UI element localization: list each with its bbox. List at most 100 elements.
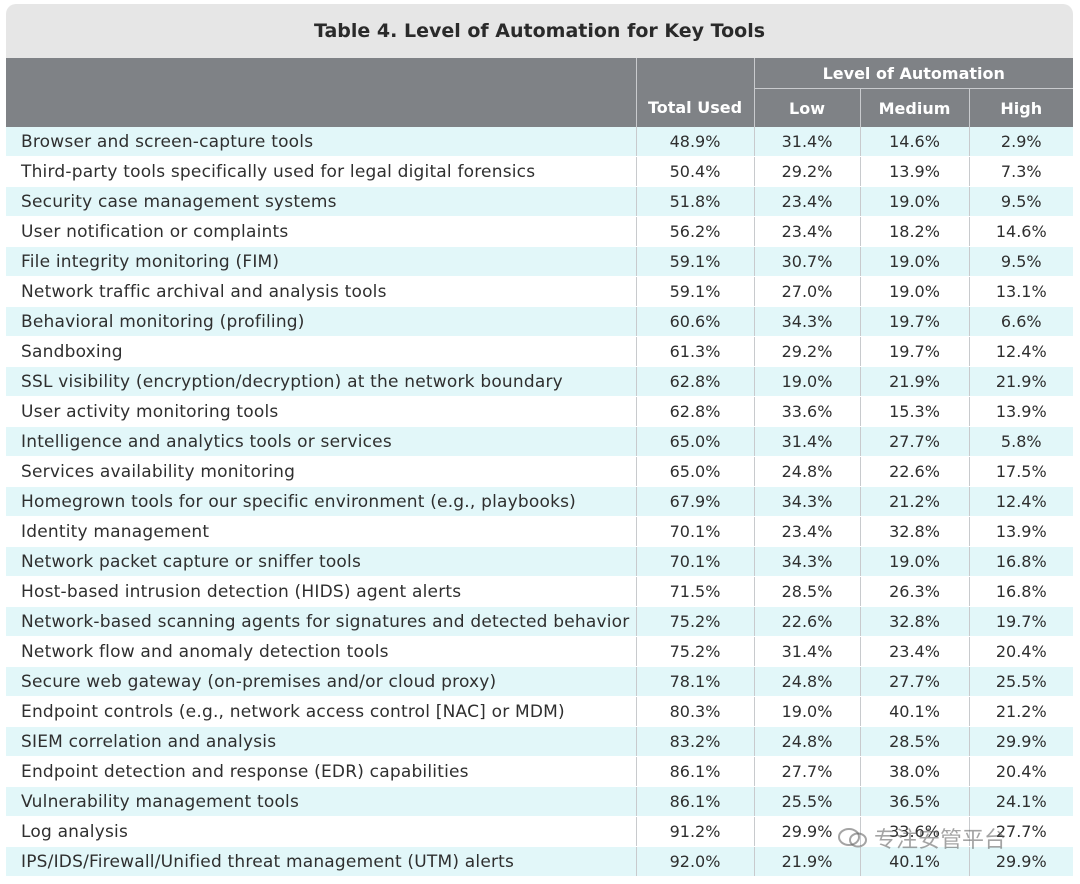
tool-name-cell: Network traffic archival and analysis to… bbox=[6, 276, 636, 307]
medium-cell: 21.2% bbox=[859, 486, 969, 517]
watermark-text: 专注安管平台 bbox=[874, 828, 1007, 853]
medium-cell: 26.3% bbox=[859, 576, 969, 607]
high-cell: 29.9% bbox=[968, 846, 1073, 877]
low-cell: 29.2% bbox=[753, 336, 860, 367]
table-row: Homegrown tools for our specific environ… bbox=[6, 486, 1073, 517]
table-title: Table 4. Level of Automation for Key Too… bbox=[6, 4, 1073, 58]
tool-name-cell: Behavioral monitoring (profiling) bbox=[6, 306, 636, 337]
medium-cell: 32.8% bbox=[859, 516, 969, 547]
high-cell: 7.3% bbox=[968, 156, 1073, 187]
table-frame: Table 4. Level of Automation for Key Too… bbox=[6, 4, 1073, 880]
medium-cell: 27.7% bbox=[859, 426, 969, 457]
total-used-cell: 50.4% bbox=[635, 156, 754, 187]
table-row: Network-based scanning agents for signat… bbox=[6, 606, 1073, 637]
high-header: High bbox=[968, 88, 1073, 127]
high-cell: 13.9% bbox=[968, 396, 1073, 427]
high-cell: 20.4% bbox=[968, 636, 1073, 667]
total-used-cell: 86.1% bbox=[635, 756, 754, 787]
medium-cell: 22.6% bbox=[859, 456, 969, 487]
high-cell: 21.9% bbox=[968, 366, 1073, 397]
total-used-cell: 71.5% bbox=[635, 576, 754, 607]
tool-column-header bbox=[6, 58, 637, 127]
chat-bubble-icon bbox=[838, 827, 868, 849]
medium-cell: 14.6% bbox=[859, 127, 969, 157]
low-cell: 31.4% bbox=[753, 636, 860, 667]
high-cell: 16.8% bbox=[968, 576, 1073, 607]
low-cell: 24.8% bbox=[753, 726, 860, 757]
medium-cell: 19.7% bbox=[859, 336, 969, 367]
high-cell: 21.2% bbox=[968, 696, 1073, 727]
medium-cell: 38.0% bbox=[859, 756, 969, 787]
tool-name-cell: Homegrown tools for our specific environ… bbox=[6, 486, 636, 517]
total-used-cell: 70.1% bbox=[635, 546, 754, 577]
high-cell: 9.5% bbox=[968, 246, 1073, 277]
medium-cell: 33.6% bbox=[859, 816, 969, 847]
total-used-cell: 86.1% bbox=[635, 786, 754, 817]
high-cell: 6.6% bbox=[968, 306, 1073, 337]
low-cell: 31.4% bbox=[753, 127, 860, 157]
table-row: IPS/IDS/Firewall/Unified threat manageme… bbox=[6, 846, 1073, 877]
table-row: SSL visibility (encryption/decryption) a… bbox=[6, 366, 1073, 397]
tool-name-cell: Intelligence and analytics tools or serv… bbox=[6, 426, 636, 457]
total-used-cell: 70.1% bbox=[635, 516, 754, 547]
total-used-cell: 80.3% bbox=[635, 696, 754, 727]
table-row: Endpoint controls (e.g., network access … bbox=[6, 696, 1073, 727]
low-header: Low bbox=[753, 88, 860, 127]
low-cell: 28.5% bbox=[753, 576, 860, 607]
tool-name-cell: SSL visibility (encryption/decryption) a… bbox=[6, 366, 636, 397]
total-used-cell: 92.0% bbox=[635, 846, 754, 877]
total-used-cell: 65.0% bbox=[635, 426, 754, 457]
total-used-cell: 60.6% bbox=[635, 306, 754, 337]
total-used-cell: 48.9% bbox=[635, 127, 754, 157]
tool-name-cell: IPS/IDS/Firewall/Unified threat manageme… bbox=[6, 846, 636, 877]
high-cell: 25.5% bbox=[968, 666, 1073, 697]
medium-cell: 19.0% bbox=[859, 546, 969, 577]
table-row: SIEM correlation and analysis 83.2% 24.8% 2… bbox=[6, 726, 1073, 757]
table-row: Sandboxing 61.3% 29.2% 19.7% 12.4% bbox=[6, 336, 1073, 367]
high-cell: 9.5% bbox=[968, 186, 1073, 217]
tool-name-cell: Third-party tools specifically used for … bbox=[6, 156, 636, 187]
table-row: Services availability monitoring 65.0% 24.… bbox=[6, 456, 1073, 487]
low-cell: 34.3% bbox=[753, 486, 860, 517]
total-used-cell: 62.8% bbox=[635, 366, 754, 397]
tool-name-cell: Services availability monitoring bbox=[6, 456, 636, 487]
tool-name-cell: User activity monitoring tools bbox=[6, 396, 636, 427]
high-cell: 24.1% bbox=[968, 786, 1073, 817]
low-cell: 19.0% bbox=[753, 366, 860, 397]
high-cell: 16.8% bbox=[968, 546, 1073, 577]
high-cell: 17.5% bbox=[968, 456, 1073, 487]
low-cell: 23.4% bbox=[753, 216, 860, 247]
total-used-cell: 51.8% bbox=[635, 186, 754, 217]
total-used-cell: 83.2% bbox=[635, 726, 754, 757]
table-row: Network traffic archival and analysis to… bbox=[6, 276, 1073, 307]
high-cell: 14.6% bbox=[968, 216, 1073, 247]
low-cell: 22.6% bbox=[753, 606, 860, 637]
tool-name-cell: File integrity monitoring (FIM) bbox=[6, 246, 636, 277]
low-cell: 27.0% bbox=[753, 276, 860, 307]
table-row: User notification or complaints 56.2% 23.4… bbox=[6, 216, 1073, 247]
tool-name-cell: Sandboxing bbox=[6, 336, 636, 367]
medium-cell: 40.1% bbox=[859, 846, 969, 877]
high-cell: 19.7% bbox=[968, 606, 1073, 637]
low-cell: 33.6% bbox=[753, 396, 860, 427]
total-used-cell: 75.2% bbox=[635, 606, 754, 637]
medium-cell: 19.0% bbox=[859, 276, 969, 307]
high-cell: 5.8% bbox=[968, 426, 1073, 457]
medium-cell: 19.0% bbox=[859, 186, 969, 217]
table-row: Identity management 70.1% 23.4% 32.8% 13.9% bbox=[6, 516, 1073, 547]
tool-name-cell: Security case management systems bbox=[6, 186, 636, 217]
medium-cell: 32.8% bbox=[859, 606, 969, 637]
low-cell: 23.4% bbox=[753, 186, 860, 217]
total-used-cell: 59.1% bbox=[635, 246, 754, 277]
tool-name-cell: Vulnerability management tools bbox=[6, 786, 636, 817]
table-header: Level of Automation Total Used Low Mediu… bbox=[6, 58, 1073, 127]
tool-name-cell: Endpoint controls (e.g., network access … bbox=[6, 696, 636, 727]
low-cell: 30.7% bbox=[753, 246, 860, 277]
total-used-cell: 75.2% bbox=[635, 636, 754, 667]
medium-cell: 15.3% bbox=[859, 396, 969, 427]
medium-cell: 40.1% bbox=[859, 696, 969, 727]
high-cell: 13.9% bbox=[968, 516, 1073, 547]
medium-cell: 18.2% bbox=[859, 216, 969, 247]
tool-name-cell: Network-based scanning agents for signat… bbox=[6, 606, 636, 637]
table-row: Browser and screen-capture tools 48.9% 31.… bbox=[6, 127, 1073, 157]
